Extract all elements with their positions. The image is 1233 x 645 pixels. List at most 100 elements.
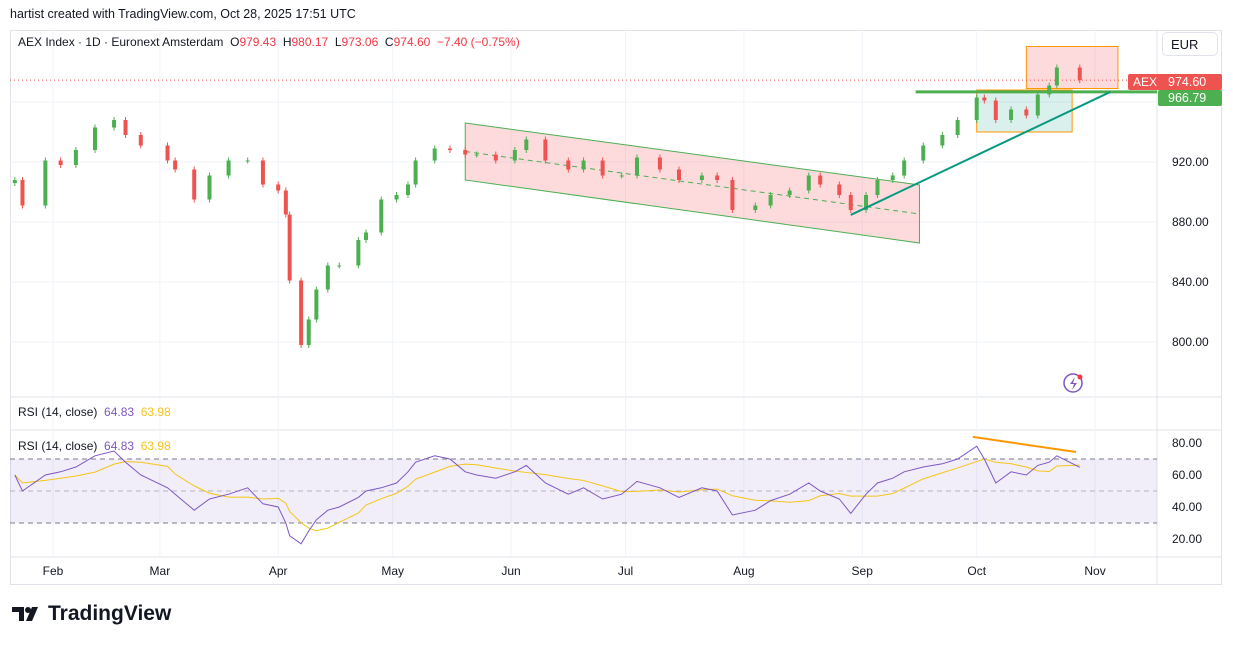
candle-body — [325, 265, 330, 290]
candle-body — [58, 160, 63, 165]
candle-body — [299, 280, 304, 345]
candle-body — [432, 148, 437, 161]
divergence-line — [972, 435, 1077, 453]
y-tick-label: 880.00 — [1172, 215, 1209, 229]
candle-body — [356, 240, 361, 266]
candle-body — [245, 160, 250, 162]
rsi-ma-line — [14, 458, 1080, 532]
rsi-y-tick-label: 20.00 — [1172, 532, 1202, 546]
rsi-line — [14, 445, 1080, 545]
candle-body — [635, 157, 640, 176]
candle-body — [394, 195, 399, 200]
high-label: H — [282, 35, 292, 49]
candle-body — [806, 175, 811, 191]
candle-body — [1054, 67, 1059, 86]
rsi-ma-value: 63.98 — [140, 439, 171, 453]
open-value: 979.43 — [239, 35, 277, 49]
candle-body — [306, 319, 311, 345]
candle-body — [982, 97, 987, 101]
tv-logo-icon — [12, 607, 38, 621]
x-tick-label: Jun — [501, 564, 520, 578]
candle-body — [337, 265, 342, 267]
candle-body — [379, 199, 384, 233]
candle-body — [787, 190, 792, 195]
candle-body — [921, 145, 926, 161]
candle-body — [207, 175, 212, 200]
candle-body — [848, 195, 853, 210]
candle-body — [474, 154, 479, 156]
x-tick-label: Feb — [43, 564, 64, 578]
channel-midline — [465, 151, 920, 215]
close-label: C — [384, 35, 394, 49]
candle-body — [676, 169, 681, 180]
candle-body — [73, 150, 78, 165]
y-tick-label: 800.00 — [1172, 335, 1209, 349]
credit-text: hartist created with TradingView.com, Oc… — [10, 7, 356, 21]
candle-body — [447, 148, 452, 150]
y-tick-label: 840.00 — [1172, 275, 1209, 289]
candle-body — [112, 120, 117, 128]
candle-body — [413, 160, 418, 185]
candle-body — [699, 175, 704, 180]
candle-body — [43, 160, 48, 206]
rsi-ma-value: 63.98 — [140, 405, 171, 419]
candle-body — [314, 289, 319, 320]
candle-body — [123, 120, 128, 135]
candle-body — [20, 180, 25, 206]
candle-body — [512, 150, 517, 161]
rsi-legend-2[interactable]: RSI (14, close) 64.83 63.98 — [18, 439, 171, 453]
candle-body — [875, 180, 880, 195]
x-tick-label: Nov — [1084, 564, 1105, 578]
candle-body — [837, 184, 842, 195]
candle-body — [226, 160, 231, 176]
x-tick-label: Oct — [967, 564, 986, 578]
candle-body — [902, 160, 907, 176]
rsi-value: 64.83 — [104, 405, 135, 419]
x-tick-label: Apr — [269, 564, 288, 578]
candle-body — [890, 175, 895, 180]
candle-body — [276, 184, 281, 191]
candle-body — [566, 160, 571, 170]
brand-name: TradingView — [48, 602, 172, 625]
low-label: L — [334, 35, 342, 49]
candle-body — [1024, 109, 1029, 116]
candle-body — [463, 150, 468, 155]
symbol-legend[interactable]: AEX Index · 1D · Euronext Amsterdam O979… — [18, 35, 520, 49]
tradingview-logo[interactable]: TradingView — [12, 602, 171, 626]
x-tick-label: Jul — [618, 564, 633, 578]
rsi-legend-1[interactable]: RSI (14, close) 64.83 63.98 — [18, 405, 171, 419]
candle-body — [974, 97, 979, 120]
candle-body — [283, 190, 288, 215]
rsi-y-tick-label: 60.00 — [1172, 468, 1202, 482]
candle-body — [955, 120, 960, 135]
last-price-tag: 974.60 — [1158, 74, 1222, 90]
low-value: 973.06 — [341, 35, 379, 49]
currency-button[interactable]: EUR — [1162, 32, 1218, 56]
candle-body — [363, 232, 368, 240]
candle-body — [864, 195, 869, 210]
rsi-label: RSI (14, close) — [18, 405, 98, 419]
target-box-red — [1025, 46, 1119, 89]
candle-body — [165, 145, 170, 161]
chart-frame — [10, 30, 1222, 585]
candle-body — [543, 139, 548, 161]
candle-body — [287, 214, 292, 281]
rsi-y-tick-label: 80.00 — [1172, 436, 1202, 450]
symbol-title: AEX Index · 1D · Euronext Amsterdam — [18, 35, 224, 49]
x-tick-label: Aug — [733, 564, 754, 578]
open-label: O — [230, 35, 240, 49]
candle-body — [657, 157, 662, 170]
candle-body — [600, 160, 605, 176]
close-value: 974.60 — [393, 35, 431, 49]
candle-body — [260, 160, 265, 185]
high-value: 980.17 — [291, 35, 329, 49]
y-tick-label: 920.00 — [1172, 155, 1209, 169]
candle-body — [493, 154, 498, 161]
candle-body — [818, 175, 823, 185]
candle-body — [1035, 94, 1040, 116]
candle-body — [768, 195, 773, 206]
candle-body — [192, 169, 197, 200]
x-tick-label: Sep — [852, 564, 874, 578]
candle-body — [619, 175, 624, 177]
